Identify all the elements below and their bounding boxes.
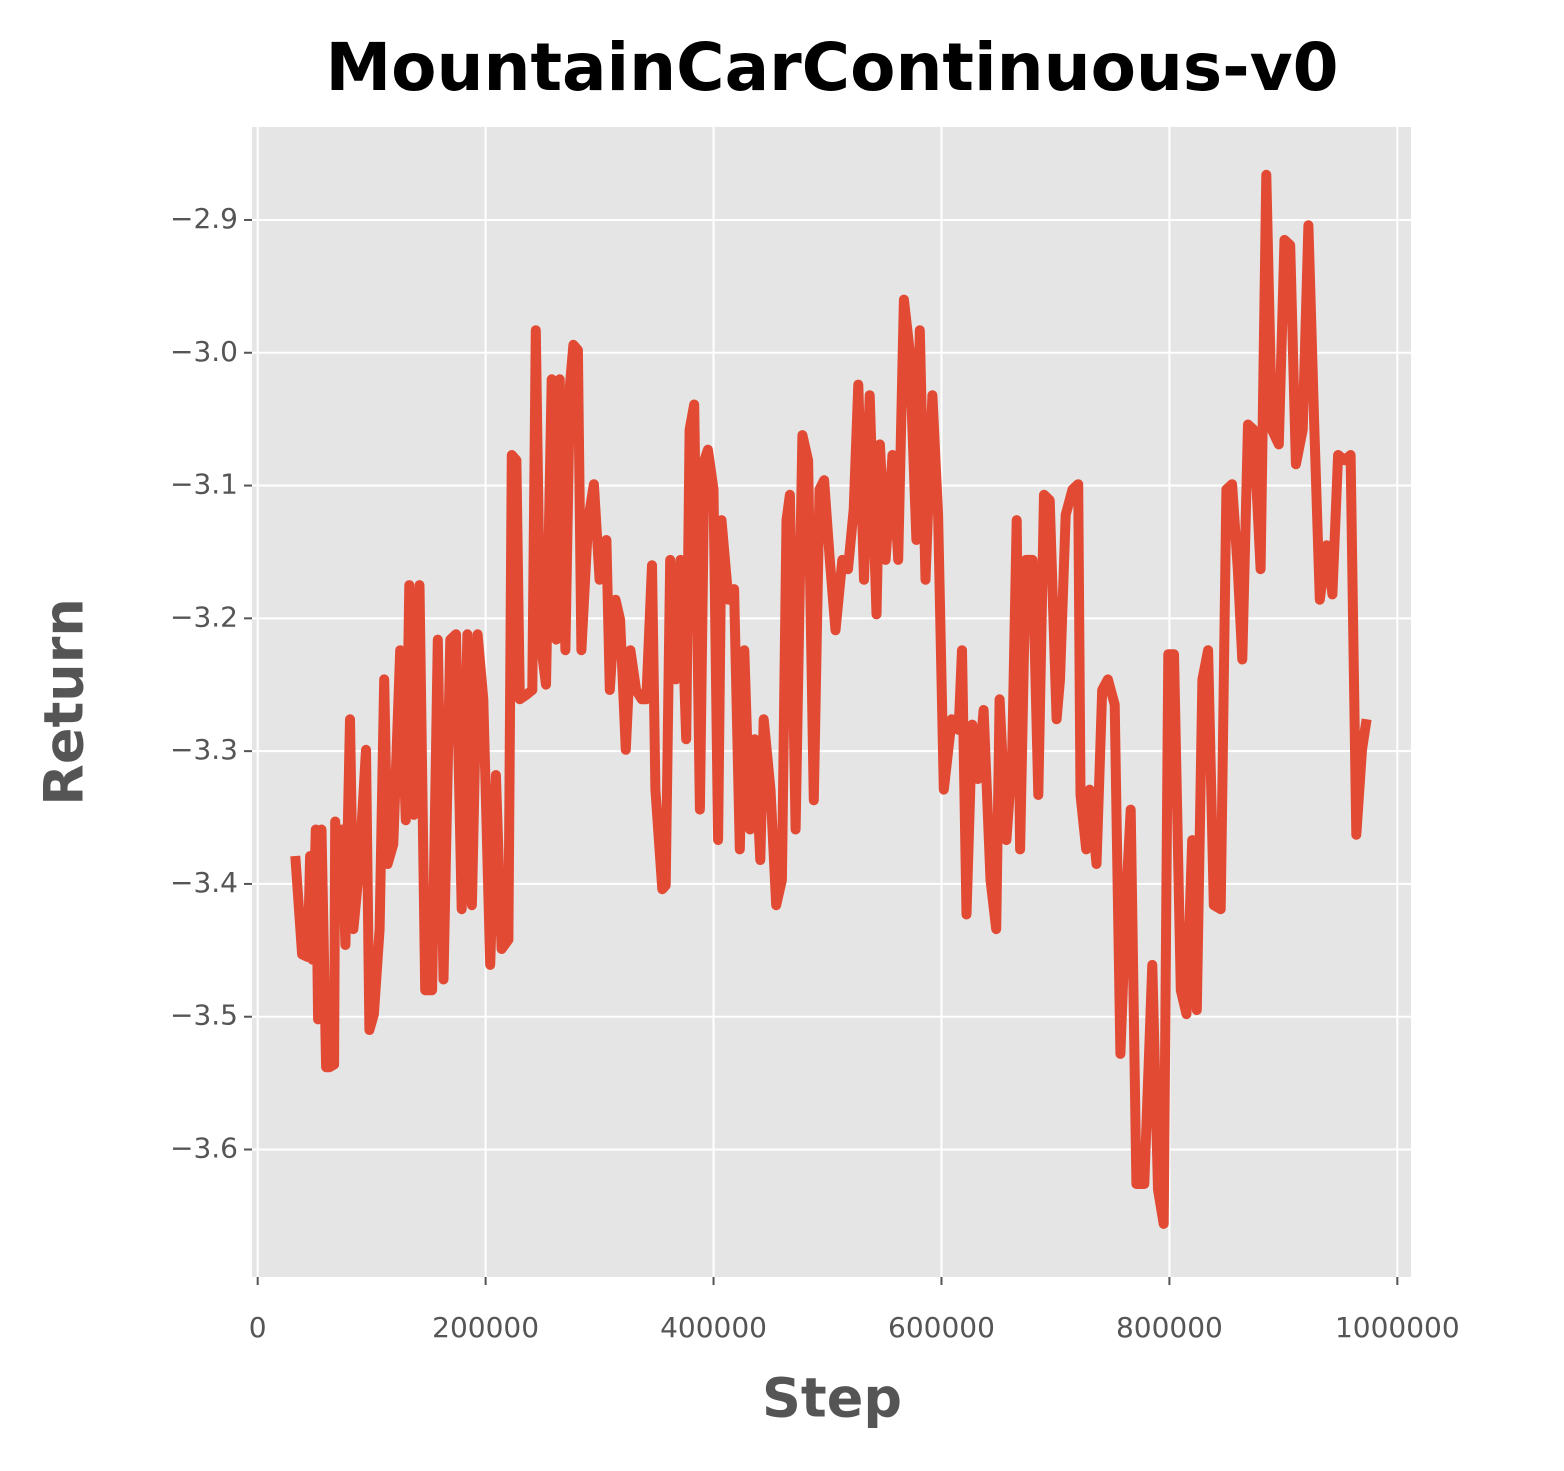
x-axis-label: Step bbox=[762, 1367, 902, 1430]
y-tick-label: −3.2 bbox=[170, 600, 238, 633]
y-tick-label: −3.0 bbox=[170, 335, 238, 368]
x-tick-label: 200000 bbox=[432, 1311, 539, 1344]
x-tick-label: 800000 bbox=[1116, 1311, 1223, 1344]
x-tick-label: 400000 bbox=[660, 1311, 767, 1344]
y-axis-label: Return bbox=[33, 598, 96, 806]
x-tick-label: 1000000 bbox=[1335, 1311, 1460, 1344]
x-tick-label: 600000 bbox=[888, 1311, 995, 1344]
y-tick-label: −3.6 bbox=[170, 1132, 238, 1165]
y-tick-label: −3.1 bbox=[170, 468, 238, 501]
data-line bbox=[290, 169, 1372, 1229]
y-tick-label: −3.4 bbox=[170, 866, 238, 899]
y-tick-label: −3.3 bbox=[170, 733, 238, 766]
x-tick-label: 0 bbox=[249, 1311, 267, 1344]
y-tick-label: −2.9 bbox=[170, 202, 238, 235]
chart-title: MountainCarContinuous-v0 bbox=[325, 29, 1338, 106]
y-tick-label: −3.5 bbox=[170, 999, 238, 1032]
